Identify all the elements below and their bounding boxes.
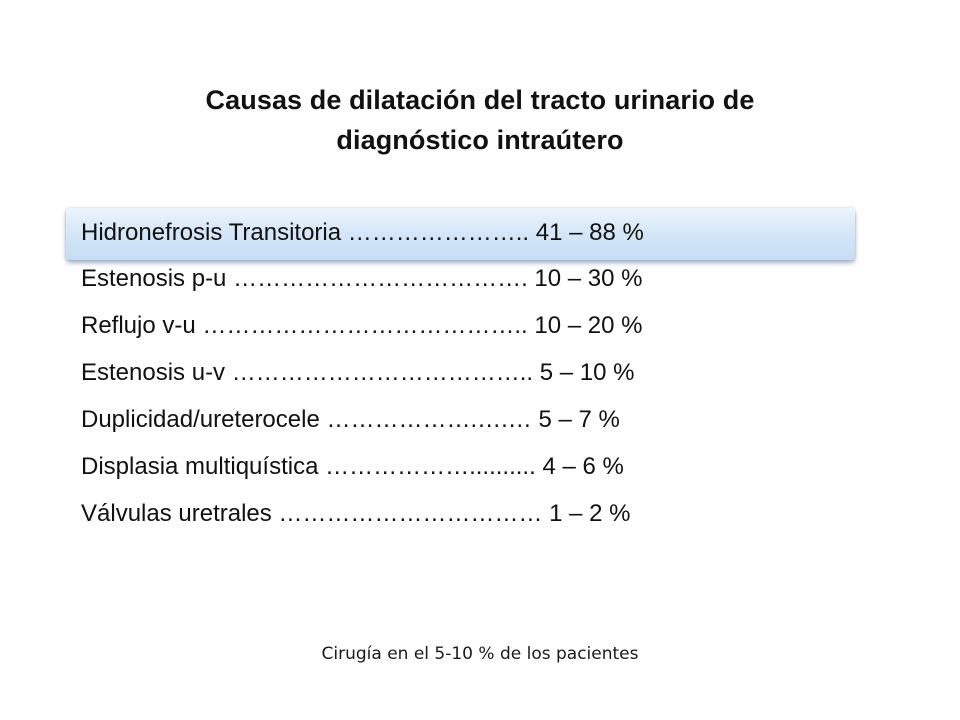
list-item-estenosis-uv: Estenosis u-v ……………………………….. 5 – 10 % — [81, 359, 635, 386]
title-line-2: diagnóstico intraútero — [336, 125, 624, 155]
list-item-reflujo-vu: Reflujo v-u ………………………………….. 10 – 20 % — [81, 312, 643, 339]
causes-list: Hidronefrosis Transitoria ………………….. 41 –… — [66, 208, 866, 537]
list-item-hidronefrosis-highlighted: Hidronefrosis Transitoria ………………….. 41 –… — [66, 208, 855, 260]
slide-title: Causas de dilatación del tracto urinario… — [110, 80, 850, 160]
list-item-duplicidad: Duplicidad/ureterocele ……………….….… 5 – 7 … — [81, 406, 620, 433]
list-item-displasia: Displasia multiquística ………………..........… — [81, 453, 624, 480]
list-item-valvulas: Válvulas uretrales …………………………… 1 – 2 % — [81, 500, 631, 527]
footer-note: Cirugía en el 5-10 % de los pacientes — [321, 644, 639, 664]
title-line-1: Causas de dilatación del tracto urinario… — [205, 85, 755, 115]
list-item-estenosis-pu: Estenosis p-u ………………………………. 10 – 30 % — [81, 265, 643, 292]
